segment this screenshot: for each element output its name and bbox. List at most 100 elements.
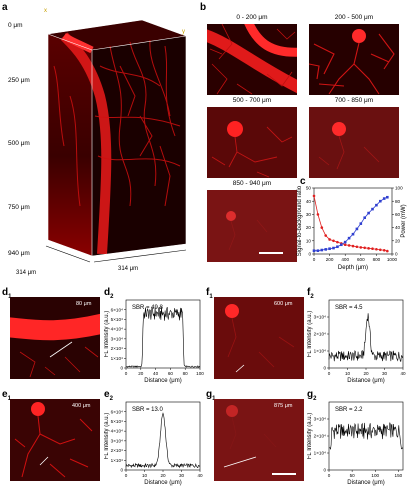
series-point xyxy=(316,249,320,252)
axis-x-label: x xyxy=(44,8,47,14)
dimension-label-2: 314 μm xyxy=(118,266,139,272)
profile-line xyxy=(328,422,404,451)
y-axis-label: FL Intensity (a.u.) xyxy=(104,311,110,357)
y-tick-label: 20 xyxy=(306,225,312,230)
x-tick-label: 20 xyxy=(138,371,144,376)
series-point xyxy=(347,244,351,247)
tile-label-text: 500 - 700 μm xyxy=(232,97,272,104)
y-axis-label: Signal-to-background ratio xyxy=(297,185,303,256)
y-tick-label: 4×10⁴ xyxy=(111,327,123,332)
x-tick-label: 800 xyxy=(373,257,381,262)
series-point xyxy=(363,246,366,250)
axis-z-label: z xyxy=(38,263,41,269)
tile-label-text: 850 - 940 μm xyxy=(232,180,272,187)
x-tick-label: 30 xyxy=(382,371,388,376)
panel-g2-label: g2 xyxy=(307,389,317,402)
x-axis-label: Distance (μm) xyxy=(347,378,384,384)
y-tick-label: 0 xyxy=(323,468,326,473)
d1-image: 80 μm xyxy=(10,297,100,379)
y-tick-label: 10 xyxy=(306,238,312,243)
series-point xyxy=(379,199,382,203)
x-tick-label: 400 xyxy=(341,257,349,262)
series-point xyxy=(343,240,347,244)
tile-label-text: 700 - 850 μm xyxy=(334,97,374,104)
y-tick-label: 0 xyxy=(308,252,311,257)
x-tick-label: 100 xyxy=(196,371,204,376)
x-tick-label: 50 xyxy=(350,473,356,478)
x-tick-label: 0 xyxy=(313,257,316,262)
x-tick-label: 600 xyxy=(357,257,365,262)
sbr-annotation: SBR = 13.0 xyxy=(132,407,164,413)
series-point xyxy=(340,243,343,247)
sbr-annotation: SBR = 4.5 xyxy=(335,305,363,311)
y-right-tick-label: 80 xyxy=(395,199,401,204)
series-point xyxy=(312,249,316,252)
depth-label-940: 940 μm xyxy=(8,250,30,257)
tile-label-500-700: 500 - 700 μm xyxy=(207,97,297,107)
y-right-tick-label: 60 xyxy=(395,212,401,217)
profile-line xyxy=(125,306,201,368)
panel-e1-label: e1 xyxy=(2,389,11,402)
y-tick-label: 3×10⁴ xyxy=(314,315,326,320)
series-point xyxy=(332,239,335,243)
panel-d1-label: d1 xyxy=(2,287,11,300)
x-tick-label: 40 xyxy=(197,473,203,478)
x-tick-label: 80 xyxy=(183,371,189,376)
series-point xyxy=(386,249,389,253)
x-tick-label: 20 xyxy=(363,371,369,376)
y-right-axis-label: Power (mW) xyxy=(401,204,407,237)
scale-bar-g1 xyxy=(272,473,296,475)
sbr-annotation: SBR = 49.8 xyxy=(132,305,164,311)
x-tick-label: 150 xyxy=(395,473,403,478)
y-tick-label: 3×10⁴ xyxy=(111,438,123,443)
series-point xyxy=(320,248,324,252)
y-right-tick-label: 20 xyxy=(395,238,401,243)
panel-b-label: b xyxy=(200,2,207,13)
tile-label-200-500: 200 - 500 μm xyxy=(309,14,399,24)
series-point xyxy=(324,234,327,237)
f2-intensity-profile: 0 10 20 30 40 0 1×10⁴ 2×10⁴ 3×10⁴ SBR = 4.5 Distan… xyxy=(307,299,406,384)
tile-label-text: 0 - 200 μm xyxy=(236,14,268,21)
tile-label-700-850: 700 - 850 μm xyxy=(309,97,399,107)
panel-f1-label: f1 xyxy=(206,287,213,300)
series-point xyxy=(355,245,359,249)
series-point xyxy=(328,247,331,251)
y-tick-label: 0 xyxy=(120,468,123,473)
series-point xyxy=(363,216,366,219)
y-right-tick-label: 100 xyxy=(395,186,403,191)
y-tick-label: 5×10⁴ xyxy=(111,419,123,424)
y-axis-label: FL Intensity (a.u.) xyxy=(307,413,313,459)
panel-f2-label: f2 xyxy=(307,287,314,300)
y-tick-label: 1×10⁴ xyxy=(314,451,326,456)
tile-700-850-image xyxy=(309,107,399,178)
series-point xyxy=(316,213,320,216)
y-tick-label: 3×10⁴ xyxy=(314,417,326,422)
series-point xyxy=(336,245,339,249)
y-tick-label: 2×10⁴ xyxy=(111,448,123,453)
plot-frame xyxy=(313,187,393,255)
y-tick-label: 2×10⁴ xyxy=(314,332,326,337)
x-axis-label: Distance (μm) xyxy=(144,480,181,486)
y-tick-label: 40 xyxy=(306,199,312,204)
tile-500-700-image xyxy=(207,107,297,178)
tile-0-200-image xyxy=(207,24,297,95)
x-tick-label: 30 xyxy=(179,473,185,478)
series-point xyxy=(386,195,389,199)
depth-label-750: 750 μm xyxy=(8,204,30,211)
x-tick-label: 10 xyxy=(345,371,351,376)
series-point xyxy=(351,244,355,248)
e2-intensity-profile: 0 10 20 30 40 0 1×10⁴ 2×10⁴ 3×10⁴ 4×10⁴ 5×10⁴ 6×10⁴… xyxy=(104,401,203,486)
panel-e2-label: e2 xyxy=(104,389,113,402)
e1-depth: 400 μm xyxy=(72,403,91,409)
depth-label-0: 0 μm xyxy=(8,22,23,29)
series-point xyxy=(324,248,327,251)
f1-depth: 600 μm xyxy=(274,301,293,307)
axis-y-label: y xyxy=(182,29,185,35)
x-tick-label: 40 xyxy=(400,371,406,376)
tile-label-text: 200 - 500 μm xyxy=(334,14,374,21)
series-point xyxy=(328,238,331,241)
series-point xyxy=(359,222,363,225)
x-tick-label: 0 xyxy=(328,371,331,376)
x-tick-label: 100 xyxy=(371,473,379,478)
d1-depth: 80 μm xyxy=(76,301,92,307)
